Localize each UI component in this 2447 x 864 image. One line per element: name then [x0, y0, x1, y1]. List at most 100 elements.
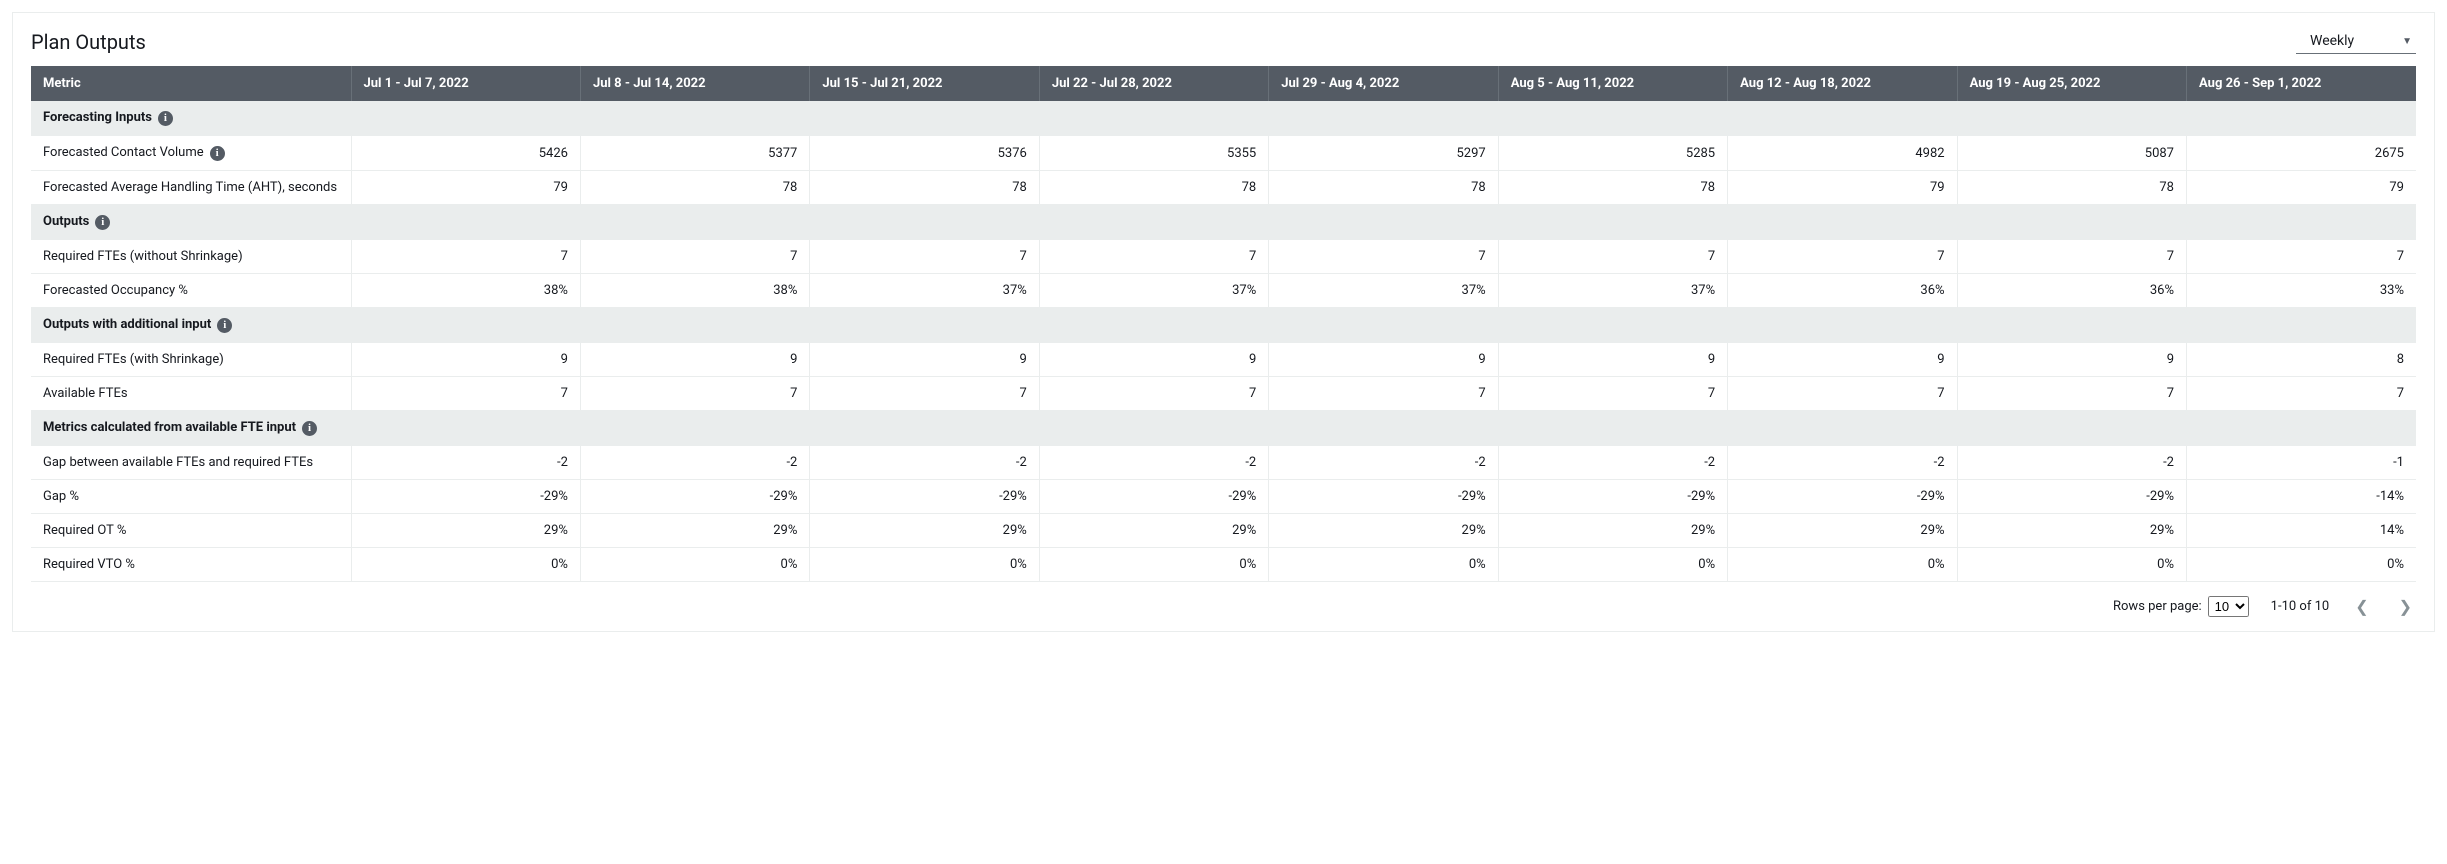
rows-per-page: Rows per page: 10 — [2113, 596, 2249, 617]
table-row: Required OT %29%29%29%29%29%29%29%29%14% — [31, 514, 2416, 548]
metric-value: 36% — [1728, 274, 1957, 308]
metric-value: 7 — [2187, 377, 2417, 411]
info-icon[interactable]: i — [158, 111, 173, 126]
metric-value: -29% — [1728, 480, 1957, 514]
metric-value: 5087 — [1957, 136, 2186, 171]
metric-value: 29% — [1728, 514, 1957, 548]
info-icon[interactable]: i — [302, 421, 317, 436]
metric-value: 7 — [1269, 377, 1498, 411]
metric-value: 79 — [1728, 171, 1957, 205]
section-title-text: Forecasting Inputs — [43, 110, 152, 125]
col-period: Jul 29 - Aug 4, 2022 — [1269, 66, 1498, 101]
metric-value: 79 — [351, 171, 580, 205]
metric-value: 37% — [1269, 274, 1498, 308]
metric-value: 7 — [1498, 377, 1727, 411]
table-row: Forecasted Occupancy %38%38%37%37%37%37%… — [31, 274, 2416, 308]
metric-label: Required FTEs (with Shrinkage) — [43, 352, 224, 367]
info-icon[interactable]: i — [95, 215, 110, 230]
metric-value: 7 — [1269, 240, 1498, 274]
metric-value: 38% — [580, 274, 809, 308]
metric-value: -2 — [1498, 446, 1727, 480]
col-period: Jul 1 - Jul 7, 2022 — [351, 66, 580, 101]
metric-label-cell: Required FTEs (with Shrinkage) — [31, 343, 351, 377]
plan-outputs-panel: Plan Outputs Weekly ▼ Metric Jul 1 - Jul… — [12, 12, 2435, 632]
section-title-text: Outputs with additional input — [43, 317, 211, 332]
pagination-bar: Rows per page: 10 1-10 of 10 ❮ ❯ — [13, 590, 2434, 631]
metric-value: -29% — [580, 480, 809, 514]
section-title: Metrics calculated from available FTE in… — [31, 411, 2416, 446]
metric-value: 5285 — [1498, 136, 1727, 171]
metric-value: -14% — [2187, 480, 2417, 514]
rows-per-page-select[interactable]: 10 — [2208, 596, 2249, 617]
metric-value: 5355 — [1039, 136, 1268, 171]
col-period: Aug 12 - Aug 18, 2022 — [1728, 66, 1957, 101]
table-row: Gap between available FTEs and required … — [31, 446, 2416, 480]
section-title-text: Metrics calculated from available FTE in… — [43, 420, 296, 435]
metric-value: -29% — [1957, 480, 2186, 514]
page-range-text: 1-10 of 10 — [2271, 599, 2330, 614]
metric-value: 7 — [1728, 240, 1957, 274]
metric-value: -2 — [1269, 446, 1498, 480]
metric-value: -2 — [1728, 446, 1957, 480]
metric-value: 29% — [351, 514, 580, 548]
col-period: Aug 19 - Aug 25, 2022 — [1957, 66, 2186, 101]
metric-value: -2 — [351, 446, 580, 480]
section-title: Outputsi — [31, 205, 2416, 240]
info-icon[interactable]: i — [210, 146, 225, 161]
plan-outputs-table: Metric Jul 1 - Jul 7, 2022 Jul 8 - Jul 1… — [31, 66, 2416, 582]
metric-value: 78 — [1039, 171, 1268, 205]
metric-value: 9 — [1957, 343, 2186, 377]
metric-value: 0% — [580, 548, 809, 582]
metric-value: 8 — [2187, 343, 2417, 377]
table-row: Required FTEs (without Shrinkage)7777777… — [31, 240, 2416, 274]
metric-value: 0% — [1269, 548, 1498, 582]
section-header-row: Forecasting Inputs i — [31, 101, 2416, 136]
metric-value: 9 — [1728, 343, 1957, 377]
metric-value: 5426 — [351, 136, 580, 171]
metric-label-cell: Available FTEs — [31, 377, 351, 411]
metric-value: 29% — [1039, 514, 1268, 548]
metric-value: 78 — [810, 171, 1039, 205]
metric-value: 7 — [1498, 240, 1727, 274]
metric-value: 9 — [1039, 343, 1268, 377]
metric-value: 0% — [351, 548, 580, 582]
info-icon[interactable]: i — [217, 318, 232, 333]
metric-value: 7 — [351, 240, 580, 274]
table-row: Available FTEs777777777 — [31, 377, 2416, 411]
metric-value: -2 — [1039, 446, 1268, 480]
panel-title: Plan Outputs — [31, 30, 146, 54]
metric-value: 78 — [1957, 171, 2186, 205]
metric-value: 29% — [1498, 514, 1727, 548]
metric-label-cell: Gap % — [31, 480, 351, 514]
prev-page-button[interactable]: ❮ — [2351, 597, 2372, 616]
metric-value: 2675 — [2187, 136, 2417, 171]
metric-value: 0% — [1498, 548, 1727, 582]
metric-value: 14% — [2187, 514, 2417, 548]
section-title: Forecasting Inputs i — [31, 101, 2416, 136]
rows-per-page-label: Rows per page: — [2113, 599, 2202, 614]
metric-value: 0% — [810, 548, 1039, 582]
table-header-row: Metric Jul 1 - Jul 7, 2022 Jul 8 - Jul 1… — [31, 66, 2416, 101]
metric-value: 7 — [1957, 240, 2186, 274]
col-period: Aug 5 - Aug 11, 2022 — [1498, 66, 1727, 101]
metric-value: -29% — [351, 480, 580, 514]
metric-value: 7 — [1039, 377, 1268, 411]
metric-value: 7 — [810, 377, 1039, 411]
metric-value: 0% — [1039, 548, 1268, 582]
next-page-button[interactable]: ❯ — [2395, 597, 2416, 616]
metric-value: -2 — [1957, 446, 2186, 480]
metric-value: 9 — [351, 343, 580, 377]
metric-value: 79 — [2187, 171, 2417, 205]
metric-label-cell: Forecasted Average Handling Time (AHT), … — [31, 171, 351, 205]
metric-value: 29% — [1269, 514, 1498, 548]
metric-value: 5297 — [1269, 136, 1498, 171]
metric-value: -1 — [2187, 446, 2417, 480]
section-header-row: Outputsi — [31, 205, 2416, 240]
metric-value: 7 — [580, 240, 809, 274]
metric-value: 9 — [1498, 343, 1727, 377]
metric-label: Available FTEs — [43, 386, 128, 401]
metric-value: 29% — [580, 514, 809, 548]
period-selector[interactable]: Weekly ▼ — [2296, 29, 2416, 54]
section-header-row: Metrics calculated from available FTE in… — [31, 411, 2416, 446]
metric-value: 37% — [810, 274, 1039, 308]
